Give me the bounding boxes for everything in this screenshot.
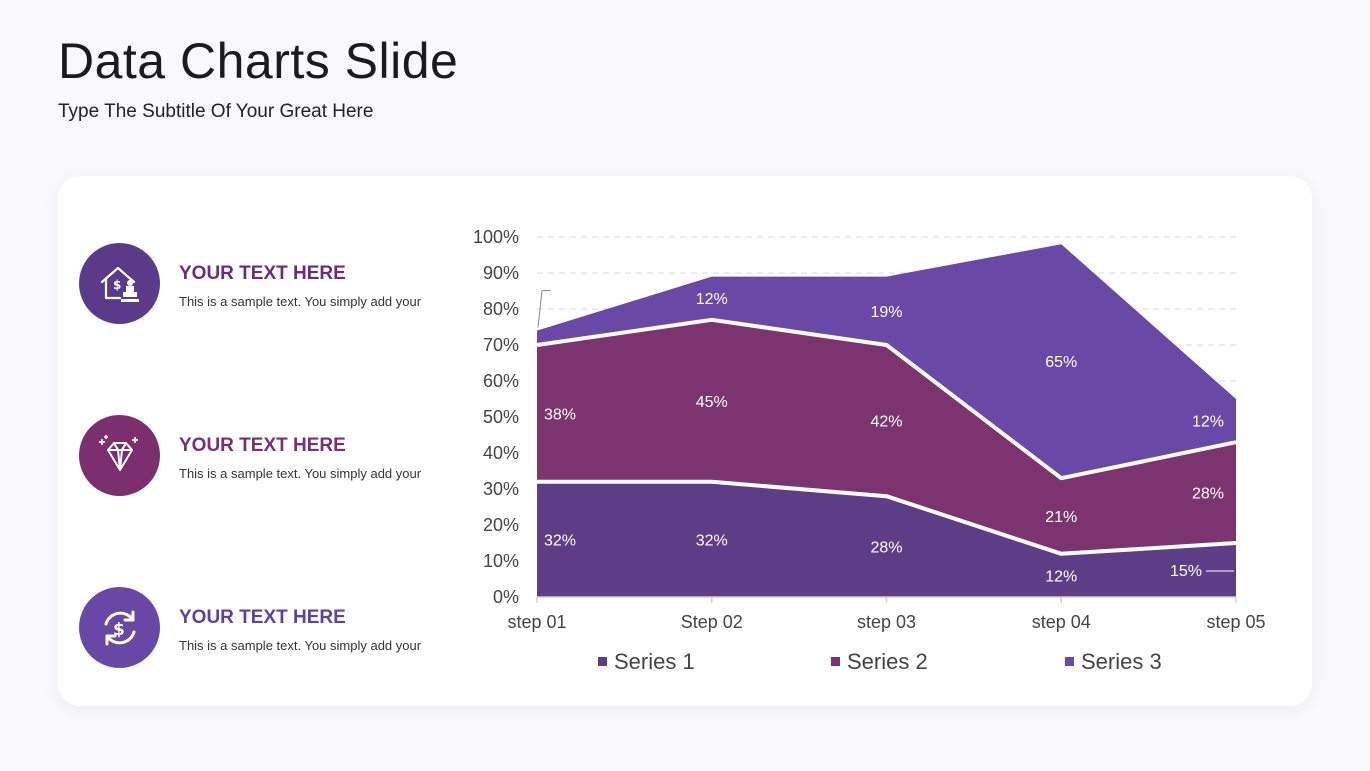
x-tick-label: step 05	[1206, 612, 1265, 632]
legend-marker	[1065, 657, 1074, 666]
info-item-title: YOUR TEXT HERE	[179, 263, 346, 284]
y-tick-label: 100%	[473, 227, 519, 247]
data-label: 38%	[544, 406, 576, 423]
area-series-3	[537, 244, 1236, 479]
diamond-icon	[79, 415, 160, 496]
dollar-exchange-icon: $	[79, 587, 160, 668]
x-tick-label: step 03	[857, 612, 916, 632]
info-item-1: $ YOUR TEXT HERE This is a sample text. …	[79, 243, 449, 325]
info-item-text: This is a sample text. You simply add yo…	[179, 294, 422, 309]
data-label: 12%	[1045, 568, 1077, 585]
data-label: 28%	[870, 540, 902, 557]
legend-label: Series 2	[847, 649, 928, 674]
y-tick-label: 30%	[483, 479, 519, 499]
info-item-title: YOUR TEXT HERE	[179, 607, 346, 628]
legend-label: Series 1	[614, 649, 695, 674]
x-tick-label: Step 02	[681, 612, 743, 632]
svg-text:$: $	[113, 278, 121, 292]
info-item-title: YOUR TEXT HERE	[179, 435, 346, 456]
series-boundary-line	[537, 479, 1237, 556]
data-label: 4%	[559, 288, 582, 305]
data-label-leader	[537, 290, 551, 328]
data-label: 19%	[870, 304, 902, 321]
data-label: 32%	[696, 532, 728, 549]
data-label: 32%	[544, 532, 576, 549]
page-title: Data Charts Slide	[58, 33, 459, 89]
data-label: 42%	[870, 414, 902, 431]
y-tick-label: 90%	[483, 263, 519, 283]
area-series-2	[537, 319, 1236, 554]
y-tick-label: 50%	[483, 407, 519, 427]
y-tick-label: 70%	[483, 335, 519, 355]
svg-text:$: $	[113, 620, 125, 640]
y-tick-label: 60%	[483, 371, 519, 391]
legend-label: Series 3	[1081, 649, 1162, 674]
y-tick-label: 10%	[483, 551, 519, 571]
info-item-3: $ YOUR TEXT HERE This is a sample text. …	[79, 587, 449, 669]
data-label: 12%	[1192, 414, 1224, 431]
y-tick-label: 20%	[483, 515, 519, 535]
page-subtitle: Type The Subtitle Of Your Great Here	[58, 101, 374, 122]
data-label: 28%	[1192, 486, 1224, 503]
legend-marker	[598, 657, 607, 666]
info-item-2: YOUR TEXT HERE This is a sample text. Yo…	[79, 415, 449, 497]
area-series-1	[537, 481, 1236, 597]
y-tick-label: 0%	[493, 587, 519, 607]
y-tick-label: 40%	[483, 443, 519, 463]
x-tick-label: step 01	[507, 612, 566, 632]
legend-marker	[831, 657, 840, 666]
series-boundary-line	[536, 317, 1237, 481]
data-label: 45%	[696, 394, 728, 411]
data-label: 15%	[1170, 563, 1202, 580]
data-label: 65%	[1045, 354, 1077, 371]
x-tick-label: step 04	[1032, 612, 1091, 632]
info-item-text: This is a sample text. You simply add yo…	[179, 466, 422, 481]
house-dollar-icon: $	[79, 243, 160, 324]
data-label: 21%	[1045, 509, 1077, 526]
data-label: 12%	[696, 291, 728, 308]
y-tick-label: 80%	[483, 299, 519, 319]
info-item-text: This is a sample text. You simply add yo…	[179, 638, 422, 653]
